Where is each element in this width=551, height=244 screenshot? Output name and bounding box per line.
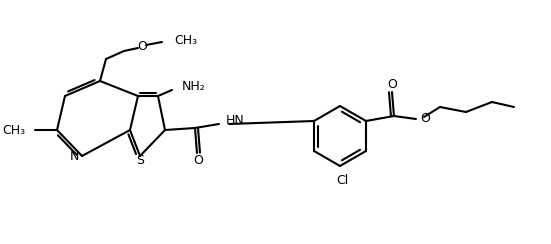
Text: Cl: Cl	[336, 174, 348, 187]
Text: N: N	[69, 150, 79, 163]
Text: CH₃: CH₃	[2, 123, 25, 136]
Text: HN: HN	[226, 114, 245, 128]
Text: CH₃: CH₃	[174, 34, 197, 48]
Text: O: O	[387, 79, 397, 92]
Text: O: O	[193, 153, 203, 166]
Text: NH₂: NH₂	[182, 80, 206, 92]
Text: O: O	[420, 112, 430, 124]
Text: O: O	[137, 40, 147, 52]
Text: S: S	[136, 154, 144, 167]
